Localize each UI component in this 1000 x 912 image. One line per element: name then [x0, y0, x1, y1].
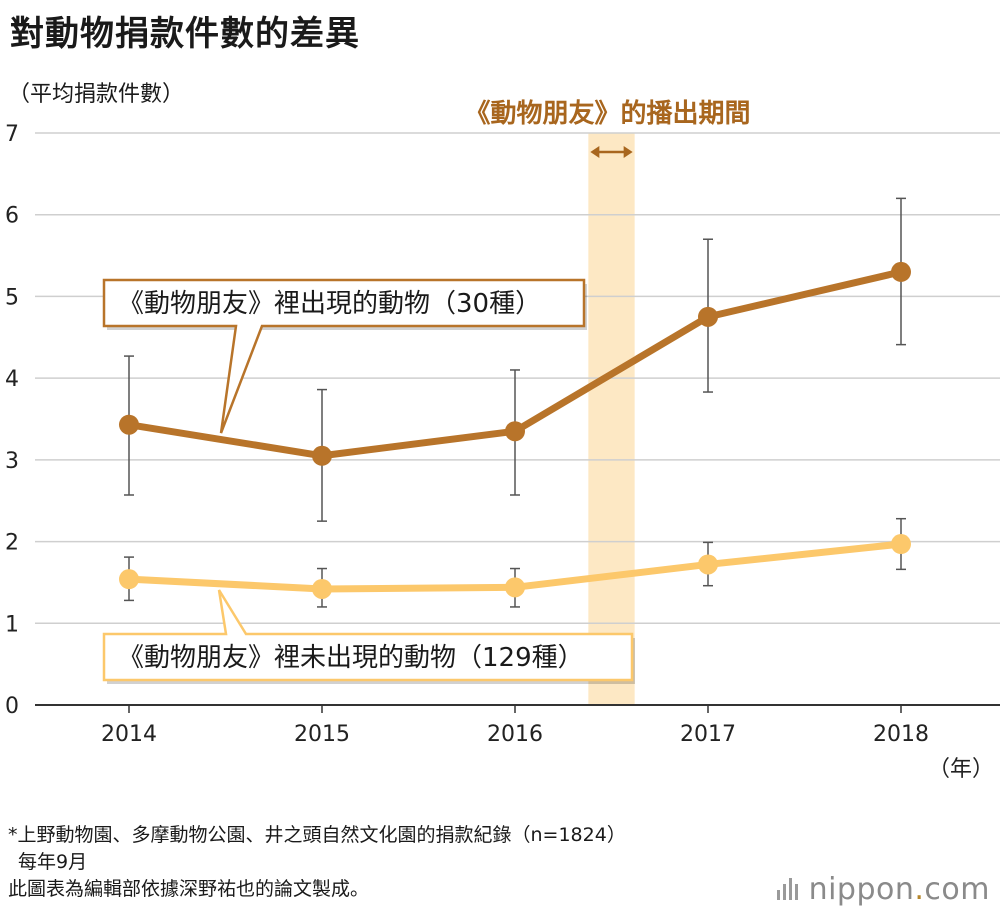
callout-box: [102, 589, 634, 682]
broadcast-period-band: 《動物朋友》的播出期間: [464, 98, 751, 705]
y-axis-unit-label: （平均捐款件數）: [8, 82, 185, 107]
series-callouts: 《動物朋友》裡出現的動物（30種） 《動物朋友》裡未出現的動物（129種）: [102, 278, 635, 684]
logo-mark-icon: [776, 878, 803, 900]
data-point: [312, 578, 332, 599]
callout-2: 《動物朋友》裡未出現的動物（129種）: [102, 589, 635, 684]
y-tick-label: 2: [5, 531, 19, 556]
data-point: [891, 261, 911, 282]
data-point: [505, 577, 525, 598]
x-axis-unit-label: （年）: [928, 757, 994, 782]
grid-lines: [35, 132, 1000, 706]
y-tick-label: 6: [5, 204, 19, 229]
data-point: [891, 534, 911, 555]
series-name-label: 《動物朋友》裡出現的動物（30種）: [118, 289, 541, 319]
data-point: [312, 445, 332, 466]
callout-box: [102, 278, 586, 434]
y-tick-label: 7: [5, 122, 19, 147]
x-tick-label: 2016: [487, 722, 543, 747]
logo-name: nippon: [808, 872, 915, 907]
chart-title: 對動物捐款件數的差異: [10, 14, 360, 54]
footnote-credit: 此圖表為編輯部依據深野祐也的論文製成。: [8, 878, 370, 900]
data-point: [119, 414, 139, 435]
data-point: [505, 421, 525, 442]
y-tick-label: 1: [5, 612, 19, 637]
x-tick-labels: 2014 2015 2016 2017 2018 （年）: [101, 705, 994, 782]
data-point: [119, 569, 139, 590]
nippon-logo: nippon.com: [776, 872, 990, 907]
y-tick-labels: 0 1 2 3 4 5 6 7: [5, 122, 19, 719]
y-tick-label: 3: [5, 449, 19, 474]
x-tick-label: 2018: [873, 722, 929, 747]
callout-1: 《動物朋友》裡出現的動物（30種）: [102, 278, 587, 434]
series-layer: [119, 197, 911, 608]
band-arrow-right-icon: [623, 146, 633, 158]
x-tick-label: 2017: [680, 722, 736, 747]
series-2: [119, 517, 911, 608]
band-label: 《動物朋友》的播出期間: [464, 98, 750, 129]
y-tick-label: 0: [5, 694, 19, 719]
broadcast-band-rect: [588, 133, 635, 705]
y-tick-label: 4: [5, 367, 19, 392]
footnotes: *上野動物園、多摩動物公園、井之頭自然文化園的捐款紀錄（n=1824） 每年9月…: [8, 822, 626, 903]
series-name-label: 《動物朋友》裡未出現的動物（129種）: [118, 643, 584, 673]
data-point: [698, 554, 718, 575]
series-1: [119, 197, 911, 522]
footnote-period: 每年9月: [18, 851, 88, 873]
logo-tld: com: [924, 872, 990, 907]
footnote-source: *上野動物園、多摩動物公園、井之頭自然文化園的捐款紀錄（n=1824）: [8, 824, 626, 846]
x-tick-label: 2014: [101, 722, 157, 747]
data-point: [698, 306, 718, 327]
band-arrow-left-icon: [590, 146, 600, 158]
logo-dot: .: [914, 872, 925, 907]
x-tick-label: 2015: [294, 722, 350, 747]
y-tick-label: 5: [5, 285, 19, 310]
